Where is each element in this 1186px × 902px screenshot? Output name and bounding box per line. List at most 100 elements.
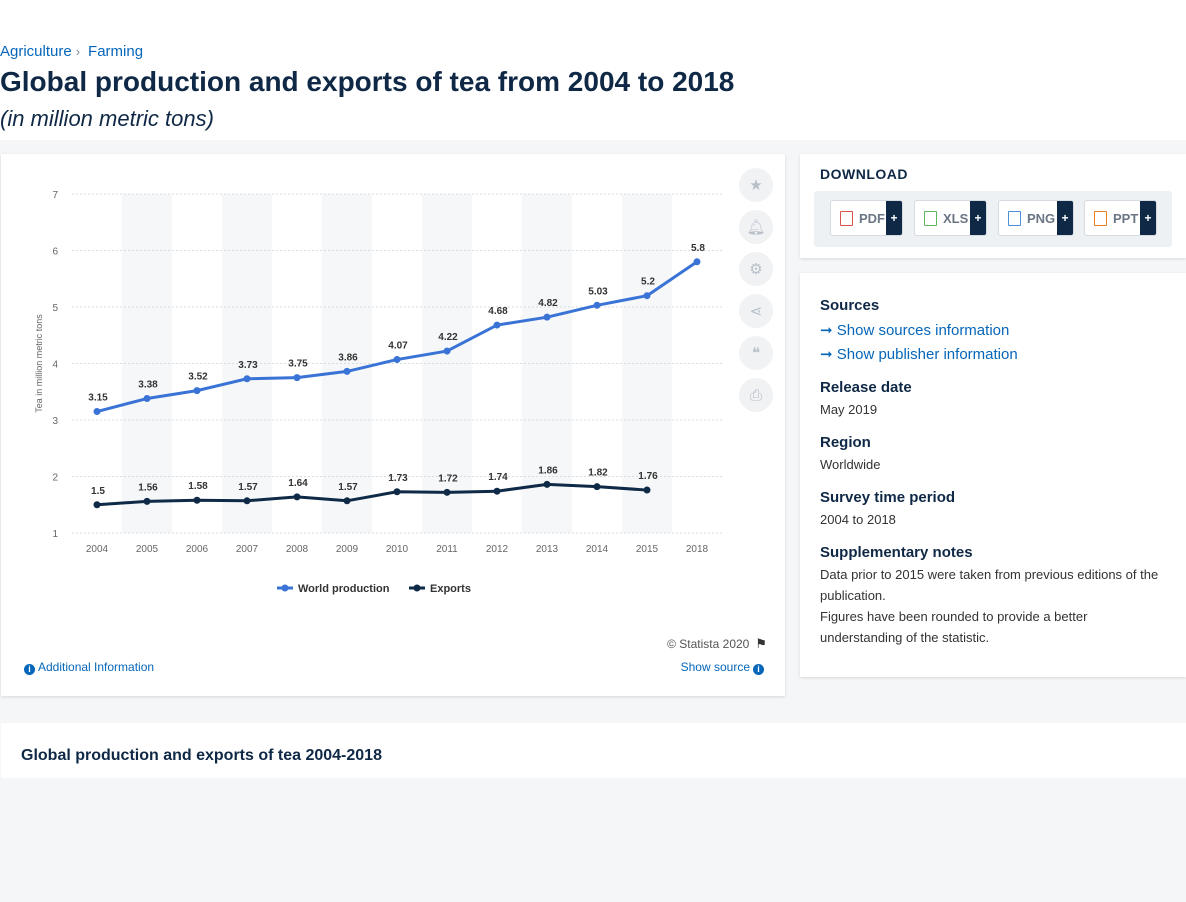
x-tick-label: 2004 [86,544,109,555]
data-label: 1.86 [538,465,558,476]
data-point [293,493,301,501]
data-point [243,375,251,383]
related-statistic-title: Global production and exports of tea 200… [21,747,382,764]
data-point [143,497,151,505]
data-label: 1.82 [588,468,608,479]
x-tick-label: 2013 [536,544,559,555]
flag-icon[interactable]: ⚑ [755,636,767,651]
data-label: 4.82 [538,298,558,309]
download-pdf-label: PDF [859,210,885,226]
x-tick-label: 2018 [686,544,709,555]
star-icon[interactable]: ★ [739,168,773,202]
additional-info-link[interactable]: i Additional Information [21,660,154,675]
data-label: 5.2 [641,277,655,288]
legend-label: World production [298,583,390,595]
region-value: Worldwide [820,457,881,472]
release-heading: Release date [820,379,912,396]
series-line-1 [96,482,648,507]
column-band [122,194,172,533]
y-axis-label: Tea in million metric tons [34,314,44,413]
show-publisher-link[interactable]: ➞ Show publisher information [820,345,1018,363]
note-1: Data prior to 2015 were taken from previ… [820,567,1159,603]
print-icon[interactable]: ⎙ [739,378,773,412]
data-point [593,301,601,309]
chart-toolbar: ★ 🔔︎ ⚙ ⋖ ❝ ⎙ [739,168,773,420]
breadcrumb-agriculture[interactable]: Agriculture [0,43,72,60]
show-sources-label: Show sources information [836,322,1010,339]
data-point [493,321,501,329]
y-tick-label: 2 [52,473,58,484]
data-label: 1.5 [91,486,105,497]
region-heading: Region [820,434,871,451]
plus-icon: + [970,201,986,235]
data-point [643,486,651,494]
download-ppt-button[interactable]: PPT + [1084,200,1157,236]
column-band [322,194,372,533]
column-band [222,194,272,533]
data-point [693,258,701,266]
y-tick-label: 6 [52,247,58,258]
data-label: 1.58 [188,481,208,492]
column-band [522,194,572,533]
x-tick-label: 2008 [286,544,309,555]
pdf-file-icon [840,210,853,226]
download-png-label: PNG [1027,210,1056,226]
data-label: 5.03 [588,286,608,297]
ppt-file-icon [1094,210,1107,226]
legend-label: Exports [430,583,471,595]
x-tick-label: 2012 [486,544,509,555]
data-label: 3.73 [238,360,258,371]
data-point [143,395,151,403]
data-label: 1.73 [388,473,408,484]
data-point [193,387,201,395]
gear-icon[interactable]: ⚙ [739,252,773,286]
show-publisher-label: Show publisher information [836,346,1018,363]
data-point [493,487,501,495]
data-label: 3.86 [338,352,358,363]
show-source-link[interactable]: Show source i [681,660,767,675]
x-tick-label: 2015 [636,544,659,555]
copyright-text: © Statista 2020 [667,637,750,651]
png-file-icon [1008,210,1021,226]
bell-icon[interactable]: 🔔︎ [739,210,773,244]
data-point [93,501,101,509]
page-subtitle: (in million metric tons) [0,106,214,131]
survey-heading: Survey time period [820,489,956,506]
series-line-0 [96,260,698,413]
info-icon: i [24,664,35,675]
data-label: 1.76 [638,471,658,482]
data-point [593,483,601,491]
chart-card: 1 2 3 4 5 6 7 2004 2005 2006 2007 2008 2009 2010 2011 2… [1,154,785,696]
data-label: 1.56 [138,482,158,493]
sources-heading: Sources [820,297,880,314]
y-tick-label: 1 [52,529,58,540]
data-label: 1.74 [488,472,508,483]
download-card: DOWNLOAD PDF + XLS + PNG + PPT + [800,154,1186,258]
data-label: 1.57 [338,482,358,493]
survey-value: 2004 to 2018 [820,512,896,527]
line-chart: 1 2 3 4 5 6 7 2004 2005 2006 2007 2008 2009 2010 2011 2… [34,190,722,595]
data-label: 1.57 [238,482,258,493]
release-value: May 2019 [820,402,878,417]
y-tick-label: 7 [52,190,58,201]
data-label: 3.75 [288,359,308,370]
data-point [293,374,301,382]
xls-file-icon [924,210,937,226]
column-band [622,194,672,533]
legend-swatch-dot [413,584,421,592]
x-tick-label: 2011 [436,544,458,555]
breadcrumb-farming[interactable]: Farming [88,43,144,60]
breadcrumb: Agriculture › Farming [0,43,143,60]
data-point [543,480,551,488]
x-tick-label: 2014 [586,544,609,555]
data-label: 3.15 [88,393,108,404]
download-png-button[interactable]: PNG + [998,200,1074,236]
download-pdf-button[interactable]: PDF + [830,200,903,236]
download-xls-button[interactable]: XLS + [914,200,987,236]
show-sources-link[interactable]: ➞ Show sources information [820,321,1009,339]
data-point [393,356,401,364]
download-ppt-label: PPT [1113,210,1139,226]
arrow-right-icon: ➞ [820,346,837,363]
quote-icon[interactable]: ❝ [739,336,773,370]
share-icon[interactable]: ⋖ [739,294,773,328]
